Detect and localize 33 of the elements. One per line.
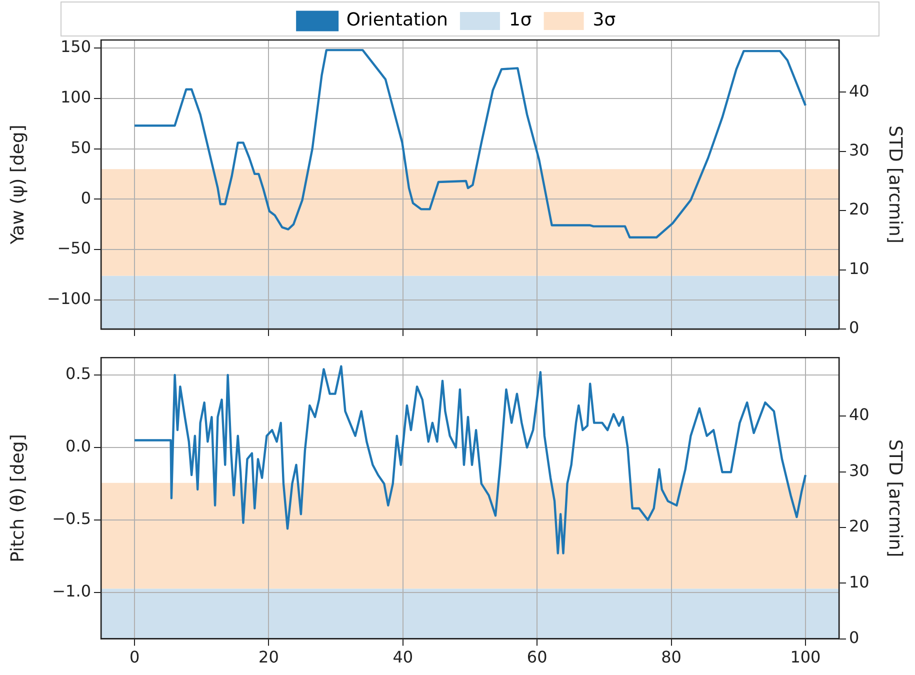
x-tick-label: 0 — [129, 648, 140, 667]
y2-tick-label: 30 — [849, 140, 870, 160]
y-tick-label: 0 — [80, 188, 91, 208]
y-tick-label: 100 — [60, 88, 91, 107]
y-tick-label: −50 — [57, 238, 91, 258]
y2-tick-label: 30 — [849, 460, 870, 480]
y-tick-label: 150 — [60, 37, 91, 56]
y2-tick-label: 20 — [849, 516, 870, 536]
y2-tick-label: 10 — [849, 572, 870, 592]
y-tick-label: −0.5 — [52, 509, 91, 528]
x-tick-label: 20 — [258, 648, 279, 667]
y2-tick-label: 10 — [849, 258, 870, 278]
x-tick-label: 80 — [661, 648, 682, 667]
y2-tick-label: 0 — [849, 318, 860, 338]
y-tick-label: 50 — [70, 138, 91, 157]
y-tick-label: −100 — [47, 288, 91, 308]
y2-tick-label: 0 — [849, 628, 860, 647]
x-tick-label: 60 — [526, 648, 548, 667]
y2-axis-title: STD [arcmin] — [884, 439, 906, 558]
y-tick-label: 0.0 — [66, 436, 91, 456]
legend-label: 3σ — [592, 10, 616, 31]
y2-tick-label: 20 — [849, 200, 870, 219]
y-axis-title: Pitch (θ) [deg] — [7, 434, 28, 562]
y2-tick-label: 40 — [849, 81, 870, 100]
y-axis-title: Yaw (ψ) [deg] — [7, 124, 28, 246]
y-tick-label: −1.0 — [52, 582, 91, 601]
y2-axis-title: STD [arcmin] — [884, 126, 906, 244]
legend-label: Orientation — [346, 10, 448, 31]
y2-tick-label: 40 — [849, 405, 870, 424]
x-tick-label: 40 — [392, 648, 414, 667]
y-tick-label: 0.5 — [66, 364, 91, 384]
legend-label: 1σ — [508, 10, 532, 31]
x-tick-label: 100 — [790, 648, 821, 667]
